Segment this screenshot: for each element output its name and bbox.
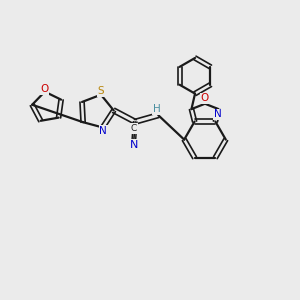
Text: O: O — [201, 93, 209, 103]
Text: N: N — [129, 140, 138, 150]
Text: O: O — [40, 84, 48, 94]
Text: H: H — [153, 104, 161, 114]
Text: N: N — [99, 126, 107, 136]
Text: C: C — [131, 124, 137, 133]
Text: S: S — [98, 86, 104, 96]
Text: N: N — [214, 110, 222, 119]
